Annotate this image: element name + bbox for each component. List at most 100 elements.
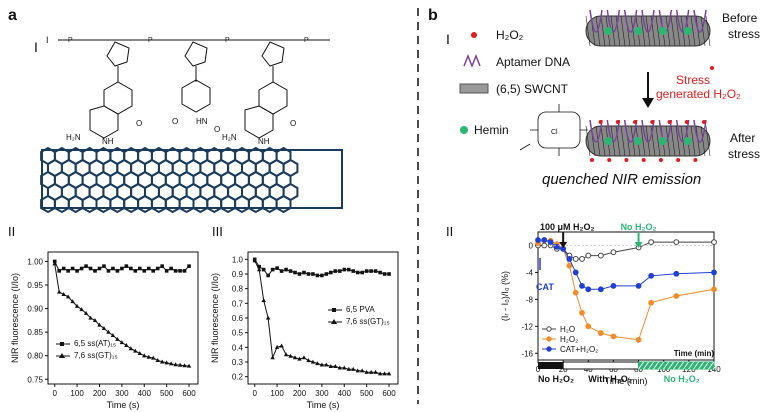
data-point <box>279 343 284 348</box>
svg-text:H₂N: H₂N <box>66 133 81 142</box>
x-tick-label: 400 <box>338 389 352 398</box>
data-point <box>319 362 325 367</box>
bar-label-no-h2o2: No H₂O₂ <box>538 374 574 384</box>
data-point <box>111 266 115 271</box>
svg-text:P: P <box>304 37 309 44</box>
data-point <box>364 269 369 273</box>
data-point <box>387 272 391 276</box>
tube-hatch <box>705 125 711 157</box>
data-point <box>128 346 134 351</box>
h2o2-dot <box>702 120 706 124</box>
data-point <box>635 336 642 343</box>
svg-text:I: I <box>46 35 49 45</box>
stress-line1: Stress <box>676 73 710 87</box>
data-point <box>274 344 280 349</box>
aptamer-strand <box>675 119 690 143</box>
data-point <box>146 354 151 359</box>
h2o2-dot <box>684 120 689 124</box>
data-point <box>585 323 592 330</box>
aptamer-strand <box>641 9 655 33</box>
plot-frame <box>537 231 715 361</box>
y-tick-label: 1.0 <box>232 255 244 264</box>
tube-hatch <box>655 125 661 157</box>
data-point <box>386 371 392 376</box>
data-point <box>585 252 592 259</box>
x-tick-label: 200 <box>293 389 307 398</box>
data-point <box>115 336 120 341</box>
data-point <box>275 266 279 270</box>
after-stress-line1: After <box>730 131 755 145</box>
tube-hatch <box>695 15 701 47</box>
data-point <box>368 369 374 374</box>
data-point <box>137 350 142 355</box>
data-point <box>124 342 129 347</box>
dna-structure: I <box>46 35 330 139</box>
tube-hatch <box>630 15 636 47</box>
annotation-cat: CAT <box>536 282 554 292</box>
tube-hatch <box>595 125 601 157</box>
tube-hatch <box>620 15 626 47</box>
annotation-time: Time (min) <box>674 349 715 358</box>
bar-hatch <box>653 361 659 370</box>
x-tick-label: 600 <box>182 389 196 398</box>
h2o2-dot <box>633 120 638 124</box>
bar-hatch <box>693 361 699 370</box>
h2o2-dot <box>667 120 672 124</box>
data-point <box>382 371 387 376</box>
y-tick-label: -4 <box>526 268 534 277</box>
aptamer-strand <box>606 9 621 33</box>
data-point <box>579 309 585 316</box>
bar-hatch <box>658 361 664 370</box>
bar-hatch <box>708 361 714 370</box>
data-point <box>342 267 347 272</box>
aptamer-strand <box>606 119 621 143</box>
x-tick-label: 0 <box>536 365 541 374</box>
data-point <box>168 361 174 366</box>
data-point <box>351 269 356 273</box>
tube-hatch <box>705 15 711 47</box>
legend-label: 7,6 ss(GT)₁₅ <box>346 317 390 326</box>
data-point <box>137 266 142 271</box>
svg-text:O: O <box>214 125 220 134</box>
data-point <box>79 307 84 312</box>
data-point <box>610 249 617 256</box>
svg-text:HN: HN <box>196 117 208 126</box>
hemin-dot <box>634 27 643 35</box>
hemin-dot-icon <box>460 126 468 134</box>
data-point <box>61 292 66 297</box>
y-tick-label: 0.2 <box>232 373 244 382</box>
data-point <box>257 264 261 269</box>
data-point <box>306 272 311 276</box>
y-tick-label: 0.8 <box>232 285 244 294</box>
bar-hatch <box>698 361 704 370</box>
data-point <box>106 269 111 273</box>
aptamer-strand <box>589 9 603 33</box>
data-point <box>164 269 169 273</box>
svg-text:P: P <box>148 37 153 44</box>
quenched-caption: quenched NIR emission <box>542 171 701 188</box>
svg-text:P: P <box>68 37 73 44</box>
aptamer-strand <box>623 119 638 143</box>
data-point <box>541 237 548 243</box>
data-point <box>124 264 129 268</box>
data-point <box>635 282 642 289</box>
data-point <box>293 270 297 275</box>
h2o2-dot-icon <box>471 32 477 38</box>
panel-a-label: a <box>8 7 17 24</box>
before-stress-line1: Before <box>722 11 758 25</box>
data-point <box>79 266 84 271</box>
panel-b-label: b <box>428 7 438 24</box>
hemin-structure: Cl <box>519 104 601 156</box>
data-point <box>324 272 329 276</box>
h2o2-dot <box>641 158 646 162</box>
data-point <box>102 264 106 268</box>
x-tick-label: 300 <box>315 389 329 398</box>
data-point <box>261 298 266 302</box>
data-point <box>311 272 315 276</box>
nanotube-after-icon <box>585 119 711 162</box>
plot-frame <box>47 251 199 385</box>
y-tick-label: 0.7 <box>232 299 244 308</box>
nanotube-illustration <box>40 146 343 214</box>
after-stress-line2: stress <box>728 147 760 161</box>
tube-hatch <box>645 15 651 47</box>
